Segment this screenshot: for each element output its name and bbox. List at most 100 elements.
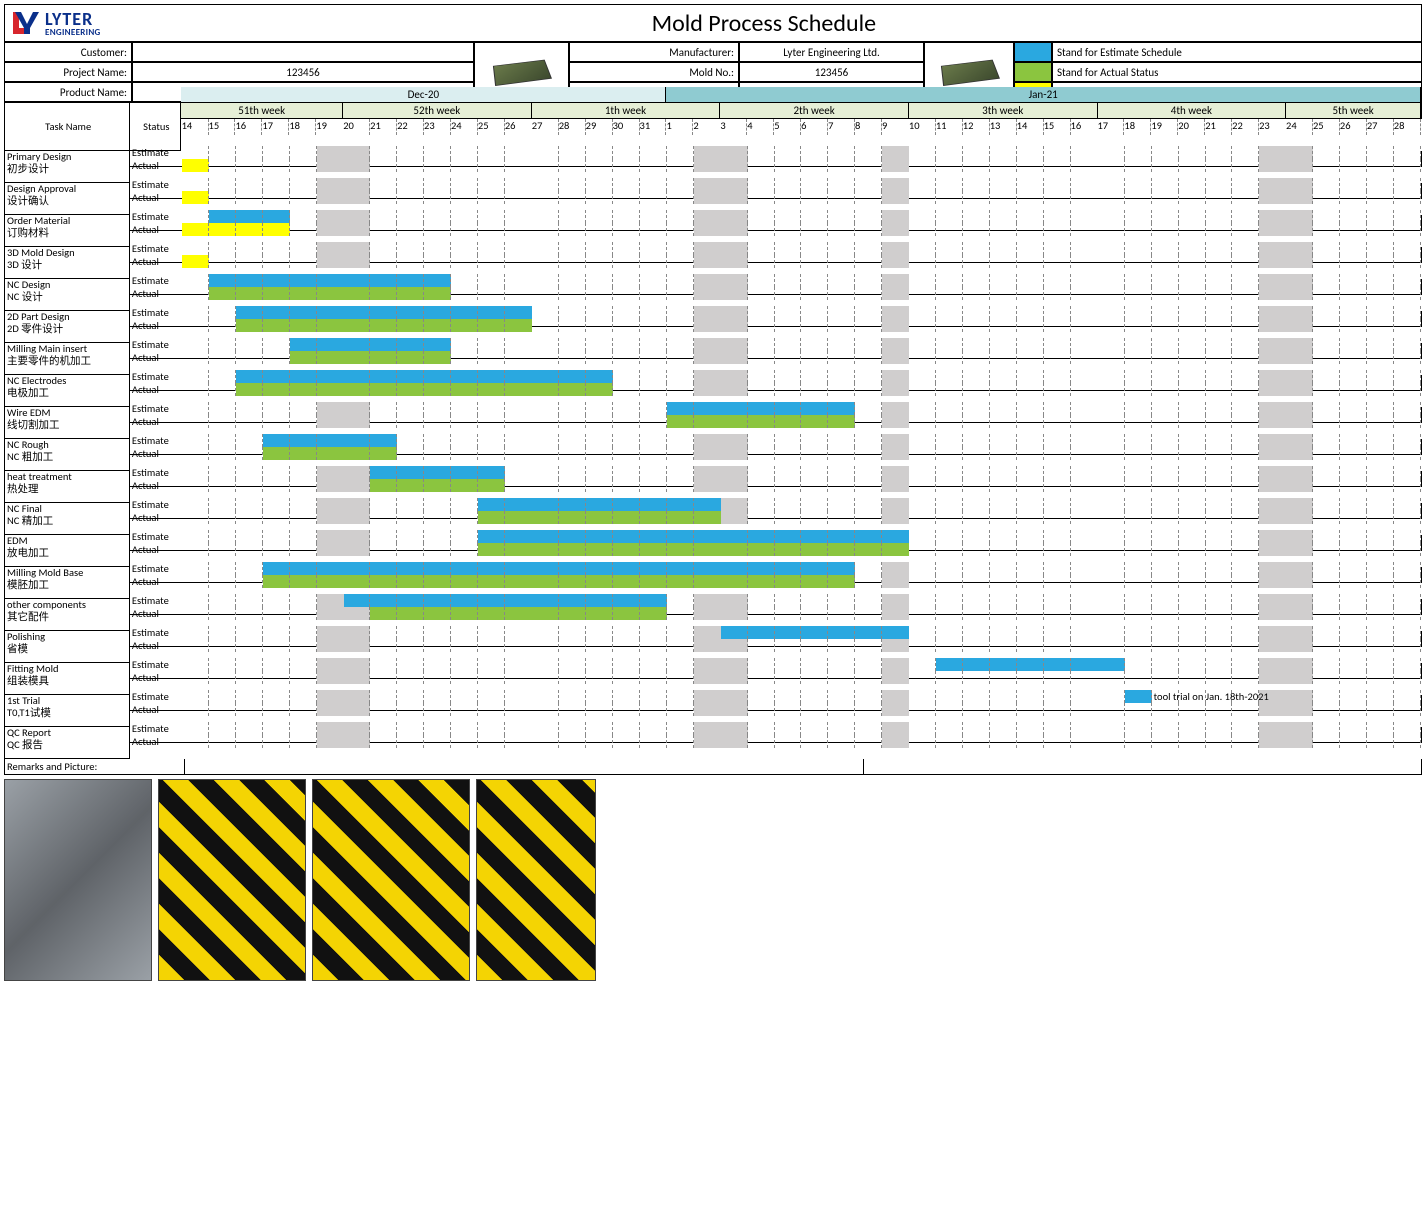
gantt-cell	[1179, 722, 1206, 735]
gantt-cell	[721, 722, 748, 735]
gantt-cell	[1098, 543, 1125, 556]
gantt-cell	[236, 562, 263, 575]
gantt-cell	[1286, 159, 1313, 172]
gantt-cell	[263, 607, 290, 620]
gantt-cell	[478, 274, 505, 287]
gantt-cell	[1206, 447, 1233, 460]
gantt-cell	[397, 703, 424, 716]
gantt-cell	[1206, 543, 1233, 556]
gantt-cell	[1394, 191, 1421, 204]
gantt-cell	[963, 434, 990, 447]
gantt-cell	[1125, 735, 1152, 748]
day-header: 23	[424, 119, 451, 135]
gantt-cell	[1367, 242, 1394, 255]
gantt-cell	[1340, 402, 1367, 415]
gantt-cell	[1340, 639, 1367, 652]
gantt-cell	[1394, 466, 1421, 479]
gantt-cell	[532, 191, 559, 204]
gantt-cell	[532, 658, 559, 671]
gantt-cell	[505, 498, 532, 511]
gantt-cell	[1286, 722, 1313, 735]
gantt-cell	[882, 575, 909, 588]
gantt-cell	[1259, 287, 1286, 300]
gantt-cell	[182, 210, 209, 223]
gantt-cell	[1313, 594, 1340, 607]
gantt-cell	[667, 543, 694, 556]
gantt-cell	[1179, 434, 1206, 447]
gantt-cell	[586, 447, 613, 460]
gantt-cell	[828, 402, 855, 415]
gantt-cell	[1044, 530, 1071, 543]
gantt-cell	[963, 575, 990, 588]
gantt-cell	[990, 639, 1017, 652]
gantt-cell	[1152, 274, 1179, 287]
gantt-cell	[667, 402, 694, 415]
gantt-cell	[559, 210, 586, 223]
gantt-cell	[694, 479, 721, 492]
gantt-cell	[370, 146, 397, 159]
day-header: 26	[505, 119, 532, 135]
gantt-cell	[936, 671, 963, 684]
gantt-cell	[882, 274, 909, 287]
gantt-cell	[882, 319, 909, 332]
gantt-cell	[532, 383, 559, 396]
gantt-cell	[1259, 159, 1286, 172]
gantt-cell	[667, 722, 694, 735]
gantt-cell	[424, 159, 451, 172]
gantt-cell	[1286, 146, 1313, 159]
gantt-cell	[424, 498, 451, 511]
gantt-cell	[748, 543, 775, 556]
gantt-cell: tool trial on Jan. 18th-2021	[1152, 690, 1179, 703]
gantt-cell	[882, 690, 909, 703]
gantt-cell	[1232, 242, 1259, 255]
gantt-cell	[344, 735, 371, 748]
gantt-cell	[1017, 607, 1044, 620]
gantt-cell	[963, 402, 990, 415]
gantt-cell	[370, 223, 397, 236]
gantt-cell	[748, 210, 775, 223]
gantt-cell	[1259, 479, 1286, 492]
gantt-cell	[990, 690, 1017, 703]
gantt-cell	[451, 178, 478, 191]
mold-photo	[4, 779, 152, 981]
moldno-label: Mold No.:	[569, 62, 739, 82]
gantt-cell	[640, 575, 667, 588]
gantt-cell	[290, 639, 317, 652]
gantt-cell	[290, 722, 317, 735]
gantt-cell	[209, 274, 236, 287]
gantt-cell	[1017, 210, 1044, 223]
gantt-cell	[559, 306, 586, 319]
gantt-cell	[1206, 594, 1233, 607]
gantt-cell	[828, 639, 855, 652]
gantt-cell	[1071, 274, 1098, 287]
gantt-cell	[936, 242, 963, 255]
gantt-cell	[236, 639, 263, 652]
gantt-cell	[559, 242, 586, 255]
gantt-cell	[1259, 351, 1286, 364]
task-name: Polishing省模	[5, 631, 130, 663]
gantt-cell	[344, 370, 371, 383]
gantt-cell	[748, 575, 775, 588]
day-header: 29	[586, 119, 613, 135]
gantt-cell	[559, 658, 586, 671]
gantt-cell	[1098, 594, 1125, 607]
day-header: 17	[1097, 119, 1124, 135]
gantt-cell	[1259, 594, 1286, 607]
gantt-cell	[370, 690, 397, 703]
gantt-cell	[182, 383, 209, 396]
gantt-cell	[344, 210, 371, 223]
day-header: 20	[343, 119, 370, 135]
gantt-cell	[909, 511, 936, 524]
gantt-cell	[586, 690, 613, 703]
gantt-cell	[855, 479, 882, 492]
gantt-cell	[424, 242, 451, 255]
gantt-cell	[909, 415, 936, 428]
gantt-cell	[1098, 671, 1125, 684]
gantt-cell	[1098, 178, 1125, 191]
gantt-cell	[613, 159, 640, 172]
gantt-cell	[909, 722, 936, 735]
gantt-cell	[963, 287, 990, 300]
gantt-cell	[209, 159, 236, 172]
gantt-cell	[559, 383, 586, 396]
gantt-cell	[559, 178, 586, 191]
